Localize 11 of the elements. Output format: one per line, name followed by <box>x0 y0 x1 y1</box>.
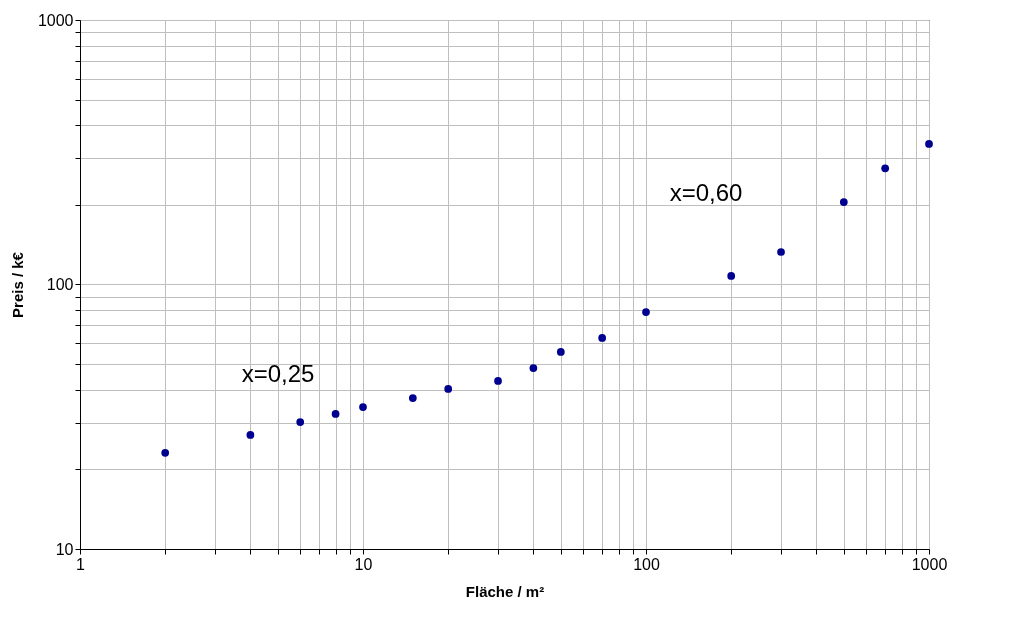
y-axis-title: Preis / k€ <box>8 251 26 318</box>
x-tick-label: 1 <box>76 555 86 573</box>
y-tick-label: 1000 <box>37 11 74 29</box>
x-tick-label: 10 <box>354 555 373 573</box>
x-tick-label: 1000 <box>911 555 948 573</box>
y-tick-label: 100 <box>46 276 74 293</box>
annotation: x=0,60 <box>669 179 743 206</box>
annotation: x=0,25 <box>241 360 315 387</box>
y-tick-label: 10 <box>55 540 74 558</box>
x-axis-title: Fläche / m² <box>465 582 545 600</box>
x-tick-label: 100 <box>633 555 660 573</box>
